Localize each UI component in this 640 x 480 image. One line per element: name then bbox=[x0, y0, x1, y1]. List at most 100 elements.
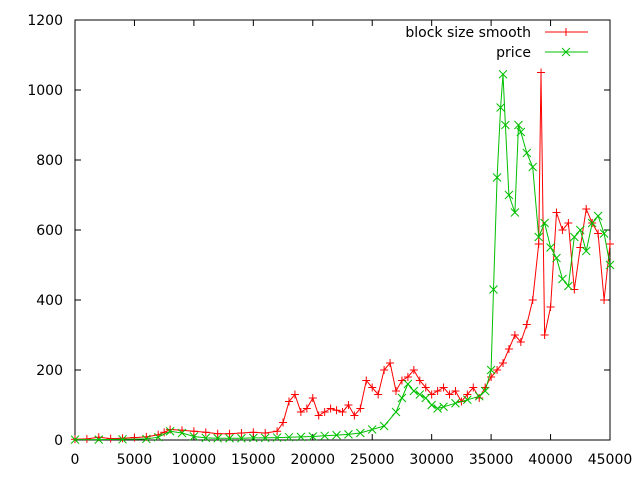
data-point bbox=[594, 229, 603, 238]
data-point bbox=[510, 331, 519, 339]
x-tick-label: 35000 bbox=[469, 452, 514, 468]
data-point bbox=[118, 434, 127, 443]
y-tick-label: 200 bbox=[36, 363, 63, 379]
data-point bbox=[504, 345, 513, 353]
data-point bbox=[153, 432, 163, 442]
y-tick-label: 600 bbox=[36, 223, 63, 239]
data-point bbox=[439, 383, 448, 392]
data-point bbox=[564, 219, 573, 227]
data-point bbox=[463, 390, 472, 399]
series-layer bbox=[70, 68, 615, 445]
data-point bbox=[368, 383, 377, 392]
y-tick-label: 800 bbox=[36, 153, 63, 169]
series-line bbox=[74, 72, 611, 440]
data-point bbox=[561, 47, 571, 57]
data-point bbox=[433, 404, 442, 413]
data-point bbox=[606, 240, 614, 248]
data-point bbox=[285, 397, 293, 406]
data-point bbox=[421, 393, 431, 403]
data-point bbox=[260, 433, 270, 443]
data-point bbox=[587, 218, 597, 228]
data-point bbox=[582, 205, 591, 213]
data-point bbox=[575, 225, 585, 235]
data-point bbox=[546, 303, 555, 311]
series-price bbox=[70, 69, 615, 445]
data-point bbox=[284, 432, 294, 442]
data-point bbox=[540, 331, 549, 339]
data-point bbox=[510, 208, 520, 217]
data-point bbox=[326, 404, 335, 413]
data-point bbox=[248, 433, 258, 443]
data-point bbox=[338, 408, 347, 416]
data-point bbox=[433, 387, 442, 395]
data-point bbox=[528, 296, 537, 304]
data-point bbox=[379, 421, 389, 431]
x-tick-label: 10000 bbox=[172, 452, 217, 468]
data-point bbox=[537, 68, 546, 77]
data-point bbox=[82, 434, 91, 443]
data-point bbox=[308, 432, 318, 441]
data-point bbox=[362, 376, 371, 385]
data-point bbox=[308, 394, 317, 402]
data-point bbox=[558, 274, 567, 284]
data-point bbox=[201, 428, 210, 437]
data-point bbox=[213, 429, 222, 438]
data-point bbox=[367, 425, 377, 434]
data-point bbox=[546, 243, 555, 252]
series-line bbox=[75, 74, 611, 441]
plot-frame bbox=[74, 19, 611, 441]
data-point bbox=[296, 408, 305, 416]
data-point bbox=[605, 260, 615, 270]
data-point bbox=[540, 218, 549, 228]
data-point bbox=[504, 190, 514, 200]
data-point bbox=[496, 103, 505, 112]
legend: block size smooth price bbox=[405, 25, 588, 61]
data-point bbox=[314, 411, 323, 420]
data-point bbox=[409, 366, 418, 374]
data-point bbox=[397, 393, 407, 403]
data-point bbox=[487, 373, 496, 381]
data-point bbox=[356, 404, 365, 413]
data-point bbox=[528, 162, 538, 172]
data-point bbox=[296, 432, 306, 442]
data-point bbox=[344, 430, 353, 439]
data-point bbox=[166, 425, 175, 434]
data-point bbox=[451, 387, 460, 395]
data-point bbox=[522, 148, 532, 158]
data-point bbox=[320, 431, 330, 441]
x-tick-label: 25000 bbox=[350, 452, 395, 468]
data-point bbox=[261, 429, 270, 437]
data-point bbox=[177, 428, 187, 438]
data-point bbox=[189, 427, 198, 436]
data-point bbox=[486, 365, 496, 375]
data-point bbox=[501, 120, 510, 130]
data-point bbox=[106, 434, 115, 443]
data-point bbox=[392, 387, 400, 395]
data-point bbox=[439, 402, 448, 412]
data-point bbox=[273, 427, 282, 436]
data-point bbox=[213, 433, 223, 443]
data-point bbox=[130, 433, 139, 442]
series-block-size-smooth bbox=[71, 68, 614, 444]
data-point bbox=[320, 408, 329, 416]
legend-label: block size smooth bbox=[405, 25, 531, 41]
legend-label: price bbox=[496, 45, 531, 61]
data-point bbox=[225, 429, 234, 438]
data-point bbox=[499, 359, 507, 367]
data-point bbox=[492, 173, 502, 182]
data-point bbox=[403, 379, 413, 389]
data-point bbox=[189, 432, 199, 441]
data-point bbox=[480, 386, 490, 396]
data-point bbox=[225, 433, 234, 443]
data-point bbox=[279, 418, 288, 427]
x-tick-label: 15000 bbox=[231, 452, 276, 468]
x-tick-label: 30000 bbox=[409, 452, 454, 468]
axes: 0 5000 10000 15000 20000 25000 30000 35000 40000… bbox=[27, 13, 632, 468]
data-point bbox=[70, 435, 80, 445]
data-point bbox=[141, 434, 151, 444]
data-point bbox=[498, 69, 508, 79]
x-tick-label: 40000 bbox=[528, 452, 573, 468]
data-point bbox=[552, 253, 561, 263]
data-point bbox=[581, 246, 591, 256]
data-point bbox=[201, 433, 211, 443]
